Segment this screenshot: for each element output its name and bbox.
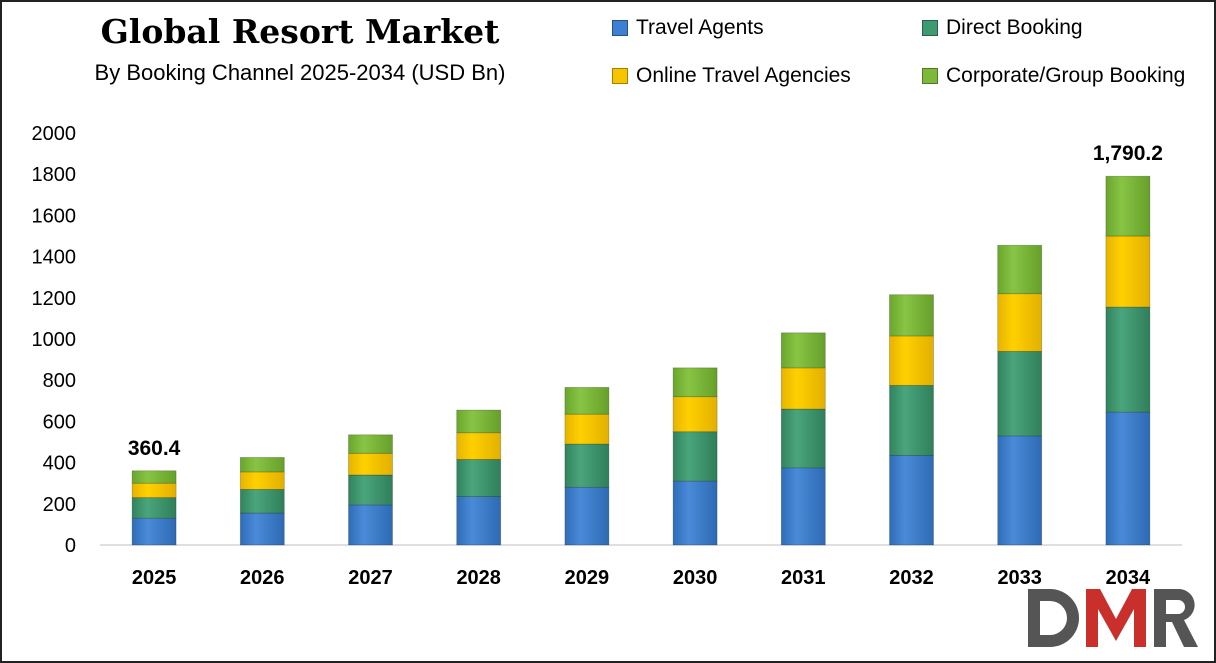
bar-online-travel-agencies-2025 [131,482,177,499]
bar-direct-booking-2028 [456,459,502,497]
y-tick-label: 200 [43,494,76,516]
bar-corporate-group-booking-2027 [348,434,393,454]
legend-item-online-travel-agencies: Online Travel Agencies [612,64,851,88]
bar-online-travel-agencies-2032 [889,335,934,386]
x-tick-label: 2028 [456,567,501,589]
bar-travel-agents-2025 [131,517,177,546]
bar-online-travel-agencies-2031 [780,367,826,410]
bar-travel-agents-2029 [564,486,610,546]
bar-online-travel-agencies-2028 [456,432,502,460]
bar-travel-agents-2031 [780,467,826,546]
dmr-logo [1028,589,1198,647]
y-tick-label: 0 [65,535,76,557]
bar-online-travel-agencies-2034 [1105,235,1151,308]
legend-swatch-travel-agents [612,20,628,36]
bar-travel-agents-2030 [672,480,718,546]
x-tick-label: 2026 [240,567,285,589]
bar-travel-agents-2026 [239,512,285,546]
bar-direct-booking-2026 [239,488,285,514]
y-tick-label: 1400 [32,247,77,269]
bars [131,175,1151,546]
y-tick-label: 1000 [32,329,77,351]
y-tick-label: 1800 [32,164,77,186]
bar-direct-booking-2029 [564,443,610,488]
labels: 360.4 1,790.2 [128,142,1163,460]
y-tick-label: 1600 [32,205,77,227]
bar-online-travel-agencies-2030 [672,396,718,433]
bar-corporate-group-booking-2029 [564,387,610,415]
bar-travel-agents-2028 [456,496,502,546]
bar-travel-agents-2027 [348,504,393,546]
legend-item-corporate-group-booking: Corporate/Group Booking [922,64,1185,88]
bar-direct-booking-2025 [131,497,177,519]
chart-title: Global Resort Market [100,12,500,51]
bar-corporate-group-booking-2032 [889,294,934,337]
x-tick-label: 2030 [673,567,718,589]
x-tick-label: 2031 [781,567,826,589]
bar-direct-booking-2034 [1105,306,1151,413]
bar-direct-booking-2031 [780,408,826,469]
bar-online-travel-agencies-2029 [564,413,610,445]
bar-online-travel-agencies-2033 [997,293,1043,352]
x-tick-label: 2029 [565,567,610,589]
bar-direct-booking-2032 [889,384,934,456]
bar-corporate-group-booking-2033 [997,244,1043,295]
x-tick-label: 2033 [997,567,1042,589]
x-tick-label: 2025 [132,567,177,589]
bar-corporate-group-booking-2026 [239,457,285,473]
bar-corporate-group-booking-2031 [780,332,826,369]
legend-item-direct-booking: Direct Booking [922,16,1083,40]
bar-travel-agents-2032 [889,454,934,546]
legend-swatch-online-travel-agencies [612,68,628,84]
bar-travel-agents-2034 [1105,411,1151,546]
bar-direct-booking-2033 [997,350,1043,437]
legend-label-corporate-group-booking: Corporate/Group Booking [946,64,1186,87]
y-tick-label: 1200 [32,288,77,310]
legend-item-travel-agents: Travel Agents [612,16,764,40]
y-tick-label: 600 [43,411,76,433]
x-tick-label: 2034 [1106,567,1151,589]
y-tick-label: 800 [43,370,76,392]
bar-online-travel-agencies-2026 [239,471,285,490]
x-tick-label: 2027 [348,567,393,589]
y-tick-label: 400 [43,453,76,475]
data-label-2034: 1,790.2 [1093,142,1163,165]
bar-corporate-group-booking-2034 [1105,175,1151,237]
legend-label-travel-agents: Travel Agents [636,16,764,39]
y-tick-label: 2000 [32,123,77,145]
bar-corporate-group-booking-2028 [456,409,502,434]
data-label-2025: 360.4 [128,437,181,460]
bar-corporate-group-booking-2030 [672,367,718,398]
bar-corporate-group-booking-2025 [131,470,177,484]
bar-direct-booking-2030 [672,431,718,482]
chart-subtitle: By Booking Channel 2025-2034 (USD Bn) [94,60,506,85]
bar-online-travel-agencies-2027 [348,452,393,476]
bar-direct-booking-2027 [348,474,393,506]
bar-travel-agents-2033 [997,435,1043,546]
legend-swatch-direct-booking [922,20,938,36]
x-tick-label: 2032 [889,567,934,589]
legend-label-online-travel-agencies: Online Travel Agencies [636,64,851,87]
axes: 0 200 400 600 800 1000 1200 1400 1600 1800 2000 202… [32,123,1182,589]
legend-label-direct-booking: Direct Booking [946,16,1083,39]
legend-swatch-corporate-group-booking [922,68,938,84]
